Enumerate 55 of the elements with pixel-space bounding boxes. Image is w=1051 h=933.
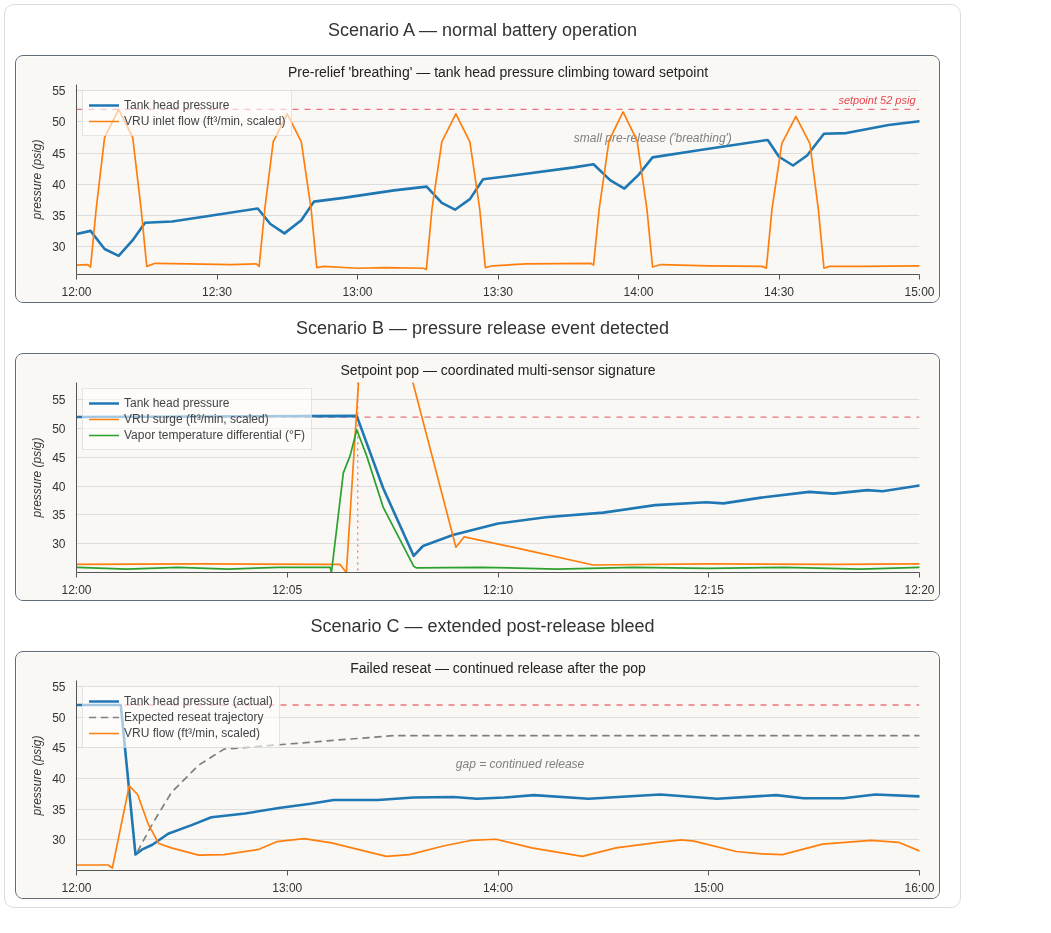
x-tick-label: 12:30 <box>201 284 233 299</box>
y-tick-label: 30 <box>52 537 66 552</box>
x-tick-label: 12:05 <box>272 582 303 597</box>
chart-title: Scenario C — extended post-release bleed <box>310 615 655 638</box>
x-tick-label: 14:00 <box>623 284 654 299</box>
legend-label: Tank head pressure <box>124 97 230 113</box>
ref-line-label: setpoint 52 psig <box>838 94 917 107</box>
y-tick-label: 30 <box>52 833 66 848</box>
y-tick-label: 45 <box>52 741 66 756</box>
y-tick-label: 55 <box>52 84 66 99</box>
y-tick-label: 45 <box>52 450 66 465</box>
x-tick-label: 15:00 <box>693 880 725 895</box>
x-tick-label: 12:10 <box>483 582 514 597</box>
x-tick-label: 15:00 <box>904 284 935 299</box>
y-tick-label: 50 <box>52 710 66 725</box>
y-axis-title: pressure (psig) <box>30 735 45 817</box>
y-tick-label: 35 <box>52 802 66 817</box>
annotation: gap = continued release <box>455 757 585 772</box>
x-tick-label: 13:00 <box>272 880 303 895</box>
legend-label: VRU surge (ft³/min, scaled) <box>124 411 269 427</box>
x-tick-label: 16:00 <box>904 880 935 895</box>
legend-label: Tank head pressure <box>124 395 230 411</box>
y-tick-label: 45 <box>52 146 66 161</box>
chart-title: Scenario B — pressure release event detected <box>295 317 670 340</box>
x-tick-label: 12:00 <box>61 582 92 597</box>
y-tick-label: 35 <box>52 508 66 523</box>
y-axis-title: pressure (psig) <box>30 437 45 519</box>
y-tick-label: 55 <box>52 393 66 408</box>
x-tick-label: 12:20 <box>904 582 935 597</box>
legend-label: VRU flow (ft³/min, scaled) <box>124 725 261 741</box>
y-axis-title: pressure (psig) <box>30 139 45 221</box>
legend-label: Vapor temperature differential (°F) <box>124 427 306 443</box>
x-tick-label: 12:15 <box>693 582 725 597</box>
y-tick-label: 55 <box>52 680 66 695</box>
x-tick-label: 13:30 <box>482 284 514 299</box>
chart-subtitle: Pre-relief 'breathing' — tank head pressure climbing toward setpoint <box>287 63 709 80</box>
legend-label: VRU inlet flow (ft³/min, scaled) <box>124 113 286 129</box>
y-tick-label: 35 <box>52 208 66 223</box>
legend-label: Tank head pressure (actual) <box>124 693 273 709</box>
x-tick-label: 13:00 <box>342 284 373 299</box>
legend-label: Expected reseat trajectory <box>124 709 264 725</box>
y-tick-label: 50 <box>52 115 66 130</box>
y-tick-label: 40 <box>52 772 66 787</box>
line-series <box>76 414 920 558</box>
chart-subtitle: Failed reseat — continued release after the pop <box>350 659 647 676</box>
y-tick-label: 30 <box>52 239 66 254</box>
x-tick-label: 14:00 <box>482 880 514 895</box>
x-tick-label: 12:00 <box>61 880 92 895</box>
y-tick-label: 40 <box>52 177 66 192</box>
x-tick-label: 12:00 <box>61 284 92 299</box>
chart-title: Scenario A — normal battery operation <box>327 19 638 42</box>
y-tick-label: 40 <box>52 479 66 494</box>
chart-subtitle: Setpoint pop — coordinated multi-sensor signature <box>340 361 656 378</box>
x-tick-label: 14:30 <box>763 284 795 299</box>
y-tick-label: 50 <box>52 422 66 437</box>
